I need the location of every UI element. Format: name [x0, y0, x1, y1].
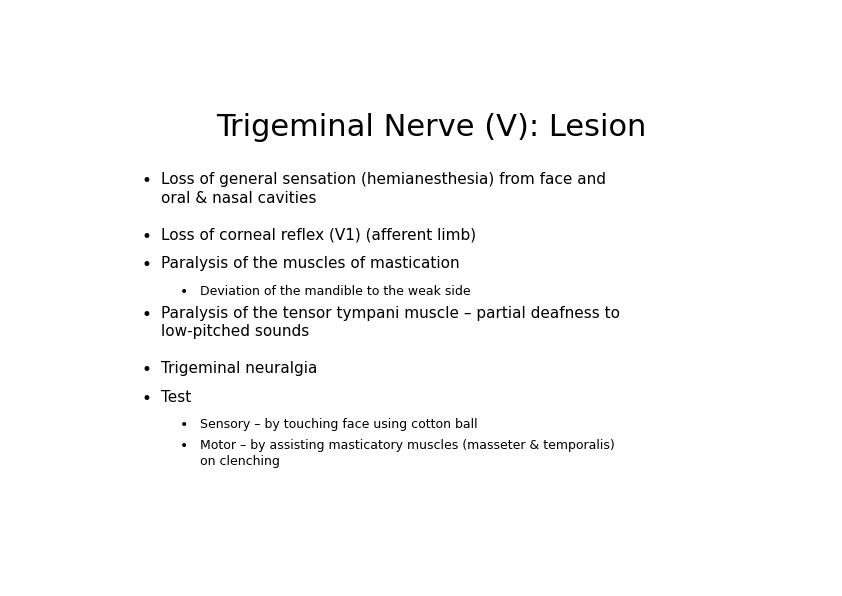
Text: Loss of general sensation (hemianesthesia) from face and
oral & nasal cavities: Loss of general sensation (hemianesthesi… — [161, 172, 605, 206]
Text: Trigeminal Nerve (V): Lesion: Trigeminal Nerve (V): Lesion — [216, 113, 647, 142]
Text: •: • — [141, 306, 151, 324]
Text: •: • — [180, 418, 189, 433]
Text: Deviation of the mandible to the weak side: Deviation of the mandible to the weak si… — [200, 285, 471, 299]
Text: Sensory – by touching face using cotton ball: Sensory – by touching face using cotton … — [200, 418, 477, 432]
Text: •: • — [141, 228, 151, 246]
Text: Paralysis of the muscles of mastication: Paralysis of the muscles of mastication — [161, 256, 460, 271]
Text: Motor – by assisting masticatory muscles (masseter & temporalis)
on clenching: Motor – by assisting masticatory muscles… — [200, 439, 615, 468]
Text: •: • — [180, 285, 189, 299]
Text: •: • — [180, 439, 189, 452]
Text: •: • — [141, 256, 151, 275]
Text: Paralysis of the tensor tympani muscle – partial deafness to
low-pitched sounds: Paralysis of the tensor tympani muscle –… — [161, 306, 620, 339]
Text: •: • — [141, 172, 151, 191]
Text: Loss of corneal reflex (V1) (afferent limb): Loss of corneal reflex (V1) (afferent li… — [161, 228, 476, 243]
Text: •: • — [141, 390, 151, 408]
Text: •: • — [141, 361, 151, 378]
Text: Test: Test — [161, 390, 191, 405]
Text: Trigeminal neuralgia: Trigeminal neuralgia — [161, 361, 317, 375]
